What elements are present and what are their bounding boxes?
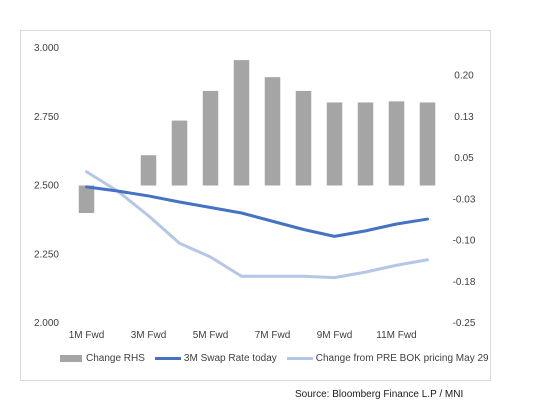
legend-swatch-change-rhs [60, 355, 82, 362]
bar-8m-fwd [295, 90, 312, 186]
legend-label-change-rhs: Change RHS [86, 353, 145, 364]
right-tick-label: 0.13 [454, 112, 474, 123]
bar-4m-fwd [171, 120, 188, 186]
right-tick-label: -0.03 [453, 194, 476, 205]
chart-frame [20, 30, 491, 381]
right-tick-label: -0.25 [453, 318, 476, 329]
source-note: Source: Bloomberg Finance L.P / MNI [295, 389, 464, 400]
bar-3m-fwd [140, 155, 157, 186]
bar-5m-fwd [202, 90, 219, 186]
bar-11m-fwd [388, 101, 405, 186]
legend-swatch-swap-rate [154, 357, 181, 360]
bar-6m-fwd [233, 60, 250, 186]
legend-item-pre-bok: Change from PRE BOK pricing May 29 [286, 353, 489, 364]
legend-label-pre-bok: Change from PRE BOK pricing May 29 [315, 353, 489, 364]
legend-item-swap-rate: 3M Swap Rate today [154, 353, 277, 364]
right-tick-label: -0.18 [453, 277, 476, 288]
right-tick-label: 0.20 [454, 71, 474, 82]
bar-7m-fwd [264, 77, 281, 186]
left-tick-label: 2.250 [34, 249, 59, 260]
bar-1m-fwd [78, 185, 95, 213]
legend-item-change-rhs: Change RHS [60, 353, 145, 364]
left-tick-label: 2.500 [34, 181, 59, 192]
x-tick-label: 1M Fwd [69, 330, 105, 341]
left-tick-label: 2.000 [34, 318, 59, 329]
x-tick-label: 3M Fwd [131, 330, 167, 341]
left-tick-label: 2.750 [34, 112, 59, 123]
left-tick-label: 3.000 [34, 43, 59, 54]
line-3m-swap-rate [85, 185, 429, 238]
bar-12m-fwd [419, 102, 436, 186]
right-tick-label: 0.05 [454, 153, 474, 164]
bar-10m-fwd [357, 102, 374, 186]
line-pre-bok-pricing [85, 170, 429, 280]
legend: Change RHS 3M Swap Rate today Change fro… [60, 353, 499, 364]
legend-label-swap-rate: 3M Swap Rate today [183, 353, 277, 364]
bar-9m-fwd [326, 102, 343, 186]
right-tick-label: -0.10 [453, 236, 476, 247]
x-tick-label: 9M Fwd [317, 330, 353, 341]
legend-swatch-pre-bok [286, 357, 313, 360]
x-tick-label: 11M Fwd [376, 330, 416, 341]
x-tick-label: 5M Fwd [193, 330, 229, 341]
x-tick-label: 7M Fwd [255, 330, 291, 341]
